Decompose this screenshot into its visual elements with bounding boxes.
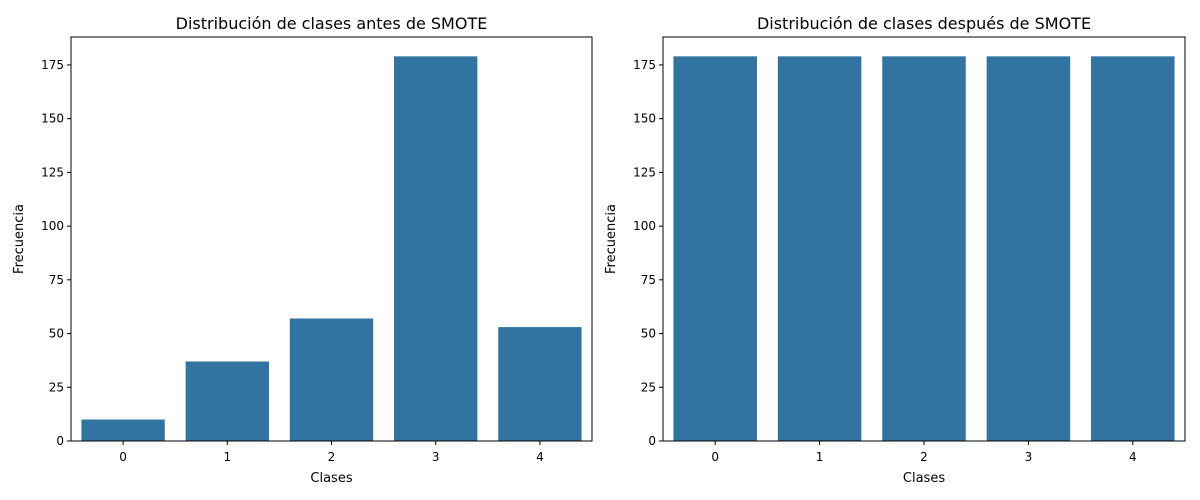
y-tick-label: 100: [633, 219, 656, 233]
x-axis-label: Clases: [903, 471, 945, 486]
y-tick-label: 150: [633, 112, 656, 126]
x-axis-label: Clases: [310, 471, 352, 486]
x-tick-label: 1: [223, 450, 231, 464]
chart-before-smote: 0 25 50 75 100 125 150 175 0 1 2 3 4 Distribución de …: [12, 14, 593, 486]
bar-2: [882, 56, 966, 442]
x-tick-label: 4: [1129, 450, 1137, 464]
y-tick-label: 75: [641, 273, 656, 287]
y-tick-label: 125: [41, 165, 64, 179]
x-tick-label: 0: [119, 450, 127, 464]
x-tick-label: 3: [432, 450, 440, 464]
bar-3: [986, 56, 1071, 442]
y-axis-label: Frecuencia: [12, 204, 27, 274]
y-tick-label: 0: [56, 434, 64, 448]
y-tick-label: 150: [41, 112, 64, 126]
y-tick-label: 50: [641, 327, 656, 341]
y-axis-label: Frecuencia: [604, 204, 619, 274]
bar-1: [777, 56, 862, 442]
chart-title: Distribución de clases después de SMOTE: [757, 14, 1091, 33]
x-tick-label: 3: [1025, 450, 1033, 464]
y-tick-label: 75: [49, 273, 64, 287]
x-tick-label: 0: [711, 450, 719, 464]
bar-3: [394, 56, 478, 442]
bar-2: [289, 318, 374, 441]
x-tick-label: 2: [328, 450, 336, 464]
y-tick-label: 25: [641, 380, 656, 394]
chart-title: Distribución de clases antes de SMOTE: [176, 14, 488, 33]
y-tick-label: 50: [49, 327, 64, 341]
x-tick-label: 2: [920, 450, 928, 464]
y-tick-label: 0: [648, 434, 656, 448]
bar-4: [1091, 56, 1175, 442]
bar-0: [81, 419, 165, 441]
y-tick-label: 100: [41, 219, 64, 233]
bar-0: [673, 56, 757, 442]
x-tick-label: 1: [816, 450, 824, 464]
bar-4: [498, 327, 582, 441]
y-tick-label: 25: [49, 380, 64, 394]
y-tick-label: 125: [633, 165, 656, 179]
chart-after-smote: 0 25 50 75 100 125 150 175 0 1 2 3 4 Distribución de …: [604, 14, 1186, 486]
bar-1: [185, 361, 269, 441]
y-tick-label: 175: [41, 58, 64, 72]
y-tick-label: 175: [633, 58, 656, 72]
x-tick-label: 4: [536, 450, 544, 464]
